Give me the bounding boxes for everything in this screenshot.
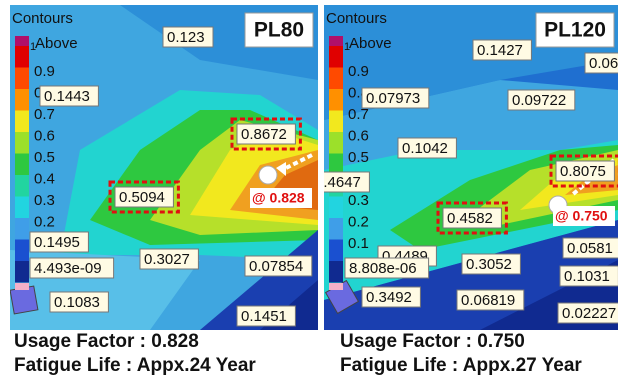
value-label: 0.3052 (466, 256, 512, 273)
panel-title: PL80 (254, 19, 304, 42)
legend-swatch (15, 111, 29, 133)
legend-swatch (15, 175, 29, 197)
legend-value: 0.6 (34, 127, 55, 144)
legend-value: 0.7 (348, 106, 369, 123)
legend-swatch (15, 36, 29, 46)
legend-swatch (329, 89, 343, 111)
screenshot: Contours1Above0.90.80.70.60.50.40.30.20.… (0, 0, 624, 378)
legend-swatch (329, 68, 343, 90)
value-label: 0.02227 (562, 305, 616, 322)
legend-swatch (329, 218, 343, 240)
value-label: 0.1031 (564, 268, 610, 285)
value-label: 0.1083 (54, 294, 100, 311)
legend-value: 0.5 (34, 149, 55, 166)
legend-value: 0.2 (34, 213, 55, 230)
legend-value: 0.5 (348, 149, 369, 166)
value-label: 0.06 (589, 55, 618, 72)
value-label: 0.3027 (144, 251, 190, 268)
legend-swatch (15, 283, 29, 290)
value-label: 0.0581 (567, 240, 613, 257)
legend-swatch (329, 46, 343, 68)
legend-value: 0.6 (348, 127, 369, 144)
legend-swatch (329, 283, 343, 290)
value-label: 0.4647 (315, 174, 361, 191)
usage-factor: Usage Factor : 0.828 (14, 331, 199, 352)
value-label: 0.123 (167, 29, 205, 46)
legend-swatch (329, 197, 343, 219)
legend-value: 0.9 (348, 63, 369, 80)
value-label: 0.1427 (477, 42, 523, 59)
marker-label: @ 0.750 (555, 208, 608, 224)
legend-swatch (329, 111, 343, 133)
legend-swatch (15, 261, 29, 283)
legend-swatch (329, 36, 343, 46)
value-label: 0.07973 (366, 90, 420, 107)
legend-swatch (15, 68, 29, 90)
legend-swatch (15, 218, 29, 240)
value-label: 0.8075 (560, 163, 606, 180)
fatigue-life: Fatigue Life : Appx.27 Year (340, 355, 582, 376)
legend-heading: Contours (12, 10, 73, 27)
value-label: 0.1443 (44, 88, 90, 105)
panel-title: PL120 (544, 19, 606, 42)
legend-value: 0.3 (34, 192, 55, 209)
value-label: 0.1451 (241, 308, 287, 325)
value-label: 0.1495 (34, 234, 80, 251)
legend-swatch (15, 132, 29, 154)
marker-label: @ 0.828 (252, 190, 305, 206)
legend-value: 0.9 (34, 63, 55, 80)
legend-swatch (15, 240, 29, 262)
legend-swatch (15, 197, 29, 219)
legend-swatch (329, 240, 343, 262)
value-label: 0.09722 (512, 92, 566, 109)
value-label: 0.1042 (402, 140, 448, 157)
legend-value: 0.2 (348, 213, 369, 230)
legend-swatch (15, 46, 29, 68)
legend-value: 0.7 (34, 106, 55, 123)
value-label: 8.808e-06 (349, 260, 417, 277)
value-label: 0.4582 (447, 210, 493, 227)
legend-value: 0.4 (34, 170, 55, 187)
value-label: 0.3492 (366, 289, 412, 306)
contour-plot-left (10, 5, 318, 330)
value-label: 0.8672 (241, 126, 287, 143)
legend-swatch (15, 89, 29, 111)
usage-factor: Usage Factor : 0.750 (340, 331, 525, 352)
legend-heading: Contours (326, 10, 387, 27)
value-label: 0.5094 (119, 189, 165, 206)
legend-above: Above (35, 35, 78, 52)
legend-swatch (15, 154, 29, 176)
legend-swatch (329, 132, 343, 154)
value-label: 0.07854 (249, 258, 303, 275)
legend-value: 0.1 (348, 235, 369, 252)
legend-value: 0.3 (348, 192, 369, 209)
fatigue-life: Fatigue Life : Appx.24 Year (14, 355, 256, 376)
legend-above: Above (349, 35, 392, 52)
value-label: 0.06819 (461, 292, 515, 309)
legend-swatch (329, 261, 343, 283)
value-label: 4.493e-09 (34, 260, 102, 277)
